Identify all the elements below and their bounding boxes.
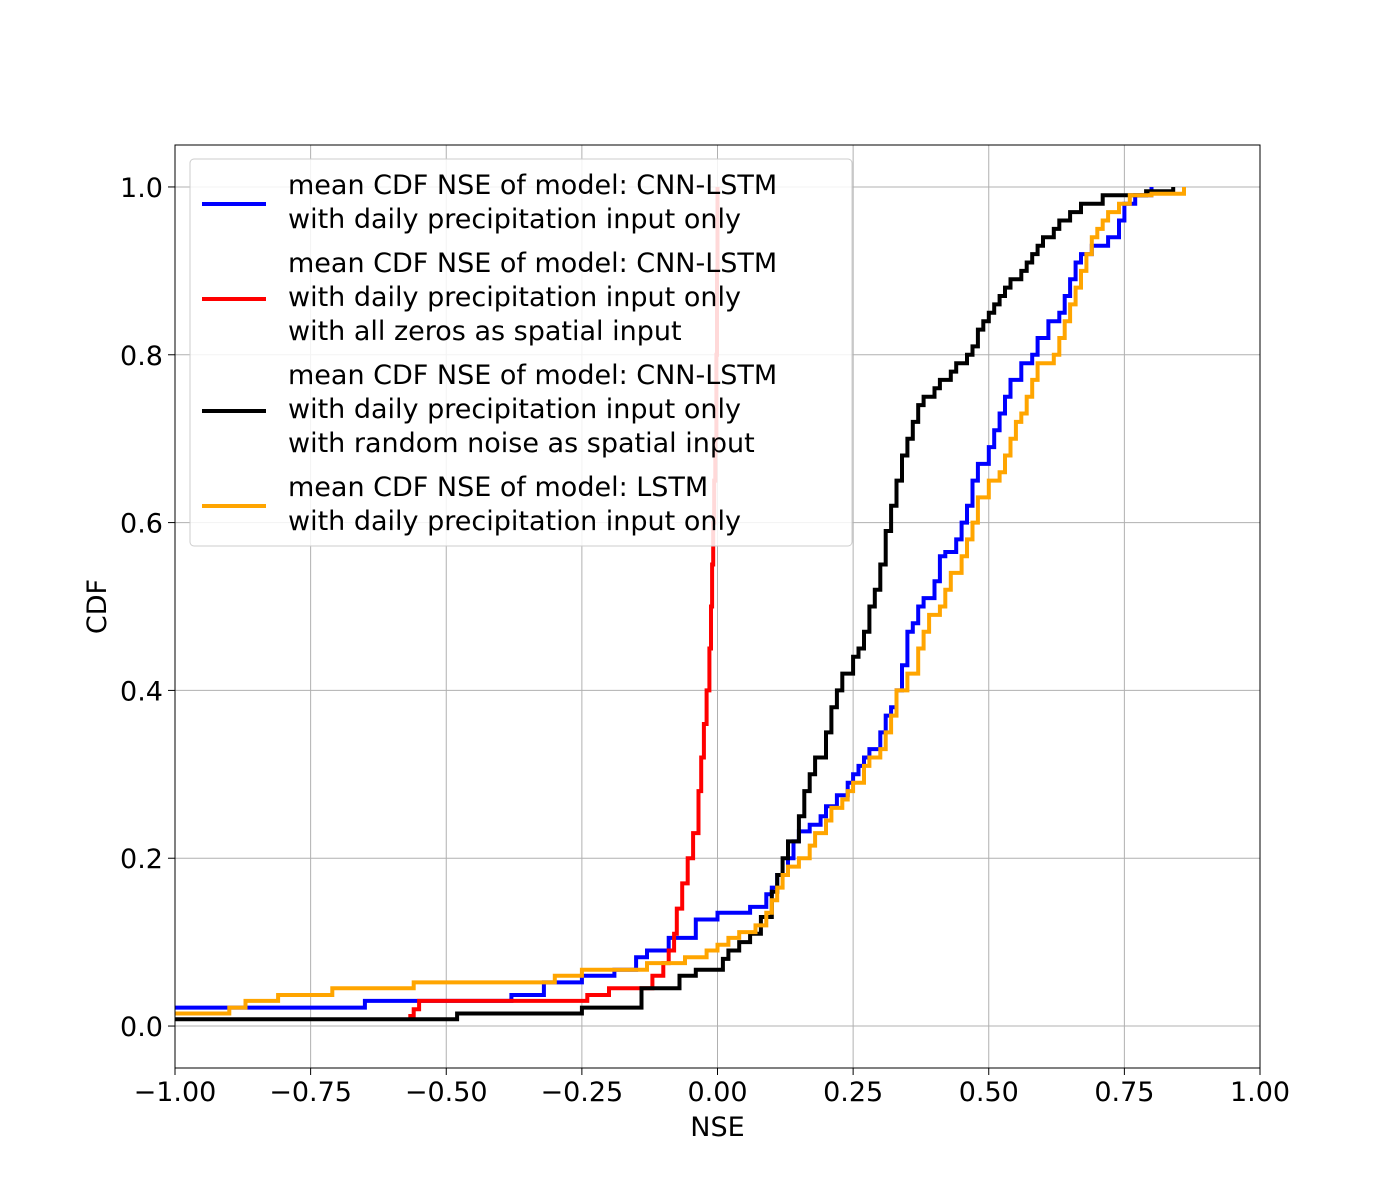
y-tick-label: 0.0 xyxy=(120,1012,163,1043)
y-tick-label: 0.6 xyxy=(120,509,163,540)
legend: mean CDF NSE of model: CNN-LSTM with dail… xyxy=(189,158,853,547)
y-tick-label: 0.8 xyxy=(120,341,163,372)
series-line-2 xyxy=(175,187,1176,1022)
x-tick-label: −0.75 xyxy=(269,1077,352,1108)
legend-entry-1: mean CDF NSE of model: CNN-LSTM with dail… xyxy=(288,248,777,347)
x-tick-label: −0.50 xyxy=(405,1077,488,1108)
y-axis-ticks: 0.0 0.2 0.4 0.6 0.8 1.0 xyxy=(120,173,175,1043)
legend-box xyxy=(189,158,853,547)
x-tick-label: 1.00 xyxy=(1230,1077,1290,1108)
x-tick-label: −0.25 xyxy=(541,1077,624,1108)
y-axis-label: CDF xyxy=(82,579,113,634)
x-tick-label: 0.50 xyxy=(959,1077,1019,1108)
y-tick-label: 1.0 xyxy=(120,173,163,204)
x-axis-ticks: −1.00 −0.75 −0.50 −0.25 0.00 0.25 0.50 0.75 1.00 xyxy=(134,1068,1290,1108)
legend-entry-2: mean CDF NSE of model: CNN-LSTM with dail… xyxy=(288,360,777,459)
x-tick-label: 0.25 xyxy=(823,1077,883,1108)
x-tick-label: −1.00 xyxy=(134,1077,217,1108)
x-axis-label: NSE xyxy=(690,1112,744,1143)
y-tick-label: 0.2 xyxy=(120,844,163,875)
legend-entry-3: mean CDF NSE of model: LSTM with daily pr… xyxy=(288,472,741,537)
legend-entry-0: mean CDF NSE of model: CNN-LSTM with dail… xyxy=(288,170,777,235)
y-tick-label: 0.4 xyxy=(120,676,163,707)
series-line-0 xyxy=(175,187,1154,1010)
x-tick-label: 0.00 xyxy=(687,1077,747,1108)
x-tick-label: 0.75 xyxy=(1094,1077,1154,1108)
plot-frame xyxy=(174,144,1261,1069)
series-line-3 xyxy=(175,187,1186,1016)
